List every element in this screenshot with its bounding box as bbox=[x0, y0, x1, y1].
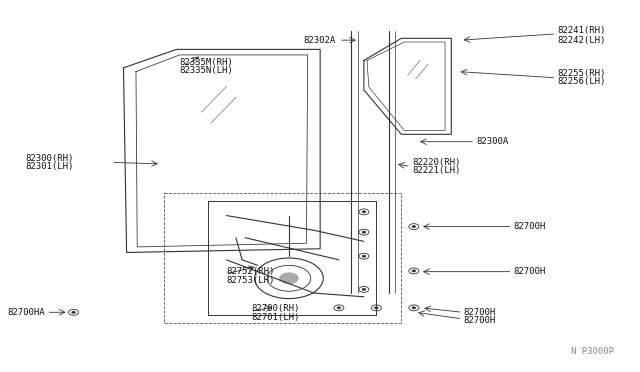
Text: 82242(LH): 82242(LH) bbox=[557, 36, 606, 45]
Text: 82221(LH): 82221(LH) bbox=[412, 166, 460, 175]
Text: 82700H: 82700H bbox=[514, 267, 546, 276]
Text: 82301(LH): 82301(LH) bbox=[26, 162, 74, 171]
Text: 82255(RH): 82255(RH) bbox=[557, 69, 606, 78]
Circle shape bbox=[72, 311, 76, 313]
Circle shape bbox=[280, 273, 298, 284]
Text: 82300A: 82300A bbox=[476, 137, 509, 146]
Circle shape bbox=[362, 288, 365, 291]
Text: 82700HA: 82700HA bbox=[8, 308, 45, 317]
Text: 82700H: 82700H bbox=[464, 308, 496, 317]
Text: 82300(RH): 82300(RH) bbox=[26, 154, 74, 163]
Text: 82700H: 82700H bbox=[464, 316, 496, 325]
Text: 82241(RH): 82241(RH) bbox=[557, 26, 606, 35]
Circle shape bbox=[412, 270, 416, 272]
Text: 82752(RH): 82752(RH) bbox=[227, 267, 275, 276]
Circle shape bbox=[362, 231, 365, 233]
Text: 82753(LH): 82753(LH) bbox=[227, 276, 275, 285]
Circle shape bbox=[412, 225, 416, 228]
Text: 82700H: 82700H bbox=[514, 222, 546, 231]
Text: 82220(RH): 82220(RH) bbox=[412, 157, 460, 167]
Text: 82701(LH): 82701(LH) bbox=[252, 312, 300, 321]
Text: 82256(LH): 82256(LH) bbox=[557, 77, 606, 86]
Text: N P3000P: N P3000P bbox=[571, 347, 614, 356]
Text: 82335M(RH): 82335M(RH) bbox=[180, 58, 234, 67]
Circle shape bbox=[412, 307, 416, 309]
Circle shape bbox=[362, 211, 365, 213]
Circle shape bbox=[374, 307, 378, 309]
Circle shape bbox=[362, 255, 365, 257]
Circle shape bbox=[337, 307, 340, 309]
Text: 82700(RH): 82700(RH) bbox=[252, 304, 300, 313]
Text: 82335N(LH): 82335N(LH) bbox=[180, 66, 234, 75]
Text: 82302A: 82302A bbox=[303, 36, 336, 45]
